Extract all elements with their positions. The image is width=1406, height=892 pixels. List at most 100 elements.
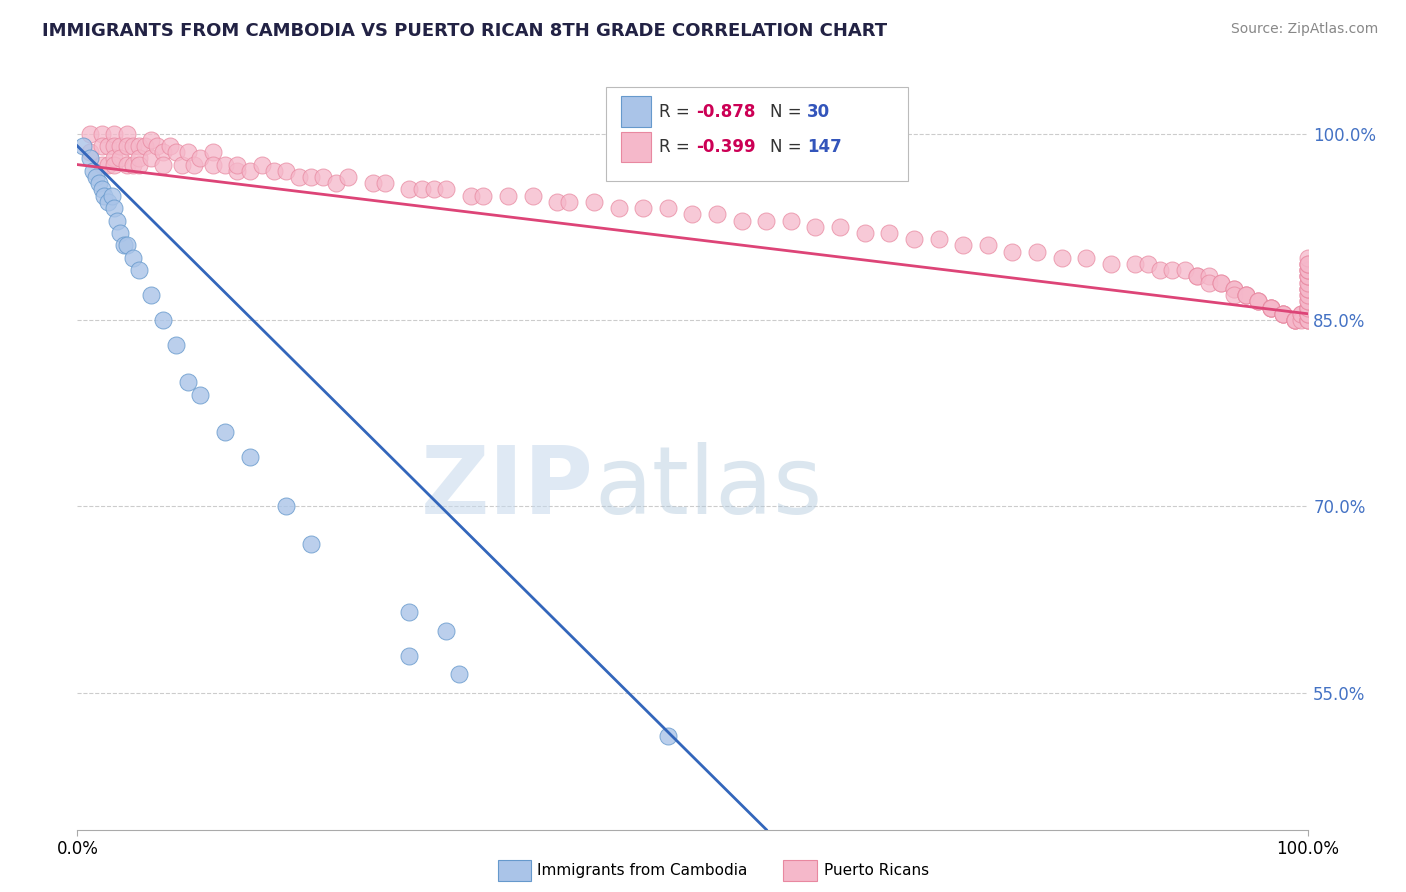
Point <box>1296 307 1319 321</box>
Point <box>165 145 187 160</box>
Point <box>1211 276 1233 290</box>
Point <box>977 238 1000 252</box>
Point <box>731 213 754 227</box>
Point <box>1260 301 1282 315</box>
Point <box>110 226 132 240</box>
Text: N =: N = <box>770 138 807 156</box>
Text: IMMIGRANTS FROM CAMBODIA VS PUERTO RICAN 8TH GRADE CORRELATION CHART: IMMIGRANTS FROM CAMBODIA VS PUERTO RICAN… <box>42 22 887 40</box>
Point <box>325 176 347 190</box>
Text: 30: 30 <box>807 103 830 120</box>
Point <box>312 169 335 184</box>
Point <box>299 537 322 551</box>
Point <box>1149 263 1171 277</box>
Point <box>103 158 125 172</box>
Point <box>853 226 876 240</box>
Point <box>288 169 311 184</box>
Text: atlas: atlas <box>595 442 823 534</box>
Point <box>1260 301 1282 315</box>
Point <box>1247 294 1270 309</box>
Point <box>1296 294 1319 309</box>
Text: -0.878: -0.878 <box>696 103 755 120</box>
Point <box>201 145 224 160</box>
Point <box>1234 288 1257 302</box>
Point <box>1076 251 1098 265</box>
Point <box>1272 307 1295 321</box>
Point <box>93 188 115 202</box>
Point <box>1174 263 1197 277</box>
Point <box>1185 269 1208 284</box>
Point <box>141 288 163 302</box>
Point <box>706 207 728 221</box>
Point <box>101 188 124 202</box>
Point <box>558 194 581 209</box>
Point <box>1247 294 1270 309</box>
Point <box>436 624 458 638</box>
Point <box>115 139 138 153</box>
Point <box>239 163 262 178</box>
Point <box>633 201 655 215</box>
Point <box>682 207 704 221</box>
Point <box>1234 288 1257 302</box>
Point <box>1296 307 1319 321</box>
Point <box>188 152 212 166</box>
Point <box>1260 301 1282 315</box>
Point <box>657 729 679 743</box>
Point <box>1291 307 1313 321</box>
Point <box>226 163 249 178</box>
Point <box>1296 282 1319 296</box>
Point <box>115 238 138 252</box>
Text: Source: ZipAtlas.com: Source: ZipAtlas.com <box>1230 22 1378 37</box>
Point <box>522 188 544 202</box>
Text: R =: R = <box>659 103 695 120</box>
Point <box>90 158 114 172</box>
Point <box>97 158 120 172</box>
Point <box>250 158 273 172</box>
Point <box>128 152 150 166</box>
Point <box>423 182 446 196</box>
Point <box>1198 276 1220 290</box>
Point <box>152 145 174 160</box>
Point <box>141 133 163 147</box>
Point <box>128 263 150 277</box>
Text: Puerto Ricans: Puerto Ricans <box>824 863 929 878</box>
Point <box>79 127 101 141</box>
Text: N =: N = <box>770 103 807 120</box>
Point <box>1099 257 1122 271</box>
Point <box>263 163 285 178</box>
Point <box>90 182 114 196</box>
Point <box>1296 276 1319 290</box>
Point <box>1296 282 1319 296</box>
Point <box>830 219 852 234</box>
Point <box>177 375 200 389</box>
Point <box>1291 313 1313 327</box>
Point <box>411 182 433 196</box>
Point <box>103 127 125 141</box>
Point <box>928 232 950 246</box>
Text: -0.399: -0.399 <box>696 138 756 156</box>
Point <box>239 450 262 464</box>
Point <box>780 213 803 227</box>
Point <box>903 232 925 246</box>
Point <box>1296 313 1319 327</box>
Point <box>1125 257 1147 271</box>
Point <box>1223 288 1246 302</box>
Point <box>152 313 174 327</box>
Point <box>398 605 420 619</box>
Point <box>1211 276 1233 290</box>
Point <box>1296 257 1319 271</box>
Point <box>1185 269 1208 284</box>
Point <box>1296 313 1319 327</box>
Point <box>165 338 187 352</box>
Point <box>97 194 120 209</box>
Point <box>1296 263 1319 277</box>
Point <box>1223 282 1246 296</box>
Point <box>496 188 519 202</box>
Point <box>115 127 138 141</box>
Point <box>1296 269 1319 284</box>
Point <box>183 158 205 172</box>
Point <box>110 139 132 153</box>
Point <box>1296 251 1319 265</box>
Point <box>460 188 482 202</box>
Point <box>188 387 212 401</box>
Point <box>79 152 101 166</box>
